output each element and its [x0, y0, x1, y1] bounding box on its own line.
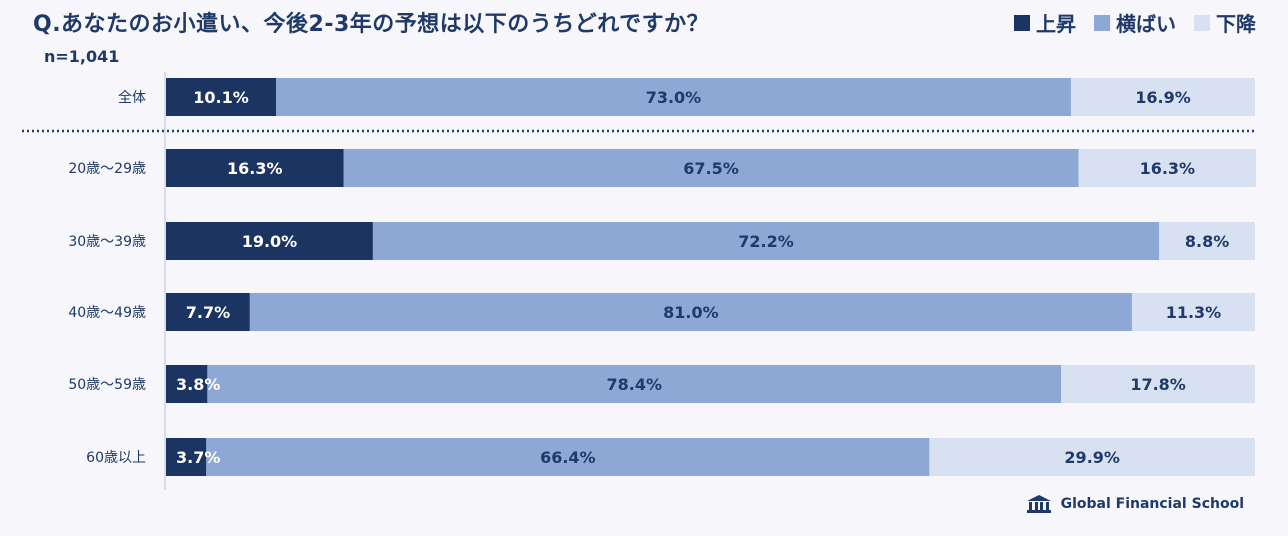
- legend-item-flat: 横ばい: [1094, 8, 1176, 37]
- legend-item-down: 下降: [1194, 8, 1256, 37]
- legend-swatch-flat: [1094, 14, 1110, 31]
- data-label: 29.9%: [1064, 448, 1120, 467]
- data-label: 10.1%: [193, 88, 249, 107]
- data-label: 3.7%: [176, 448, 220, 467]
- legend-label-up: 上昇: [1036, 12, 1076, 36]
- brand-name: Global Financial School: [1060, 496, 1244, 512]
- bar-segment-flat: [207, 365, 1062, 403]
- data-label: 81.0%: [663, 303, 719, 322]
- legend: 上昇 横ばい 下降: [1014, 8, 1256, 37]
- bar-segment-up: [166, 293, 250, 331]
- legend-item-up: 上昇: [1014, 8, 1076, 37]
- bar-segment-up: [166, 149, 344, 187]
- bar-segment-flat: [206, 438, 930, 476]
- data-label: 72.2%: [738, 232, 794, 251]
- sample-size: n=1,041: [44, 47, 120, 66]
- bar-segment-up: [166, 222, 373, 260]
- legend-label-down: 下降: [1216, 12, 1256, 36]
- data-label: 16.3%: [227, 159, 283, 178]
- bar-segment-flat: [275, 78, 1071, 116]
- legend-swatch-down: [1194, 14, 1210, 31]
- category-label: 60歳以上: [86, 450, 146, 466]
- bar-segment-down: [1131, 293, 1255, 331]
- bar-segment-flat: [343, 149, 1079, 187]
- data-label: 16.9%: [1135, 88, 1191, 107]
- data-label: 19.0%: [242, 232, 298, 251]
- bar-segment-down: [929, 438, 1255, 476]
- bar-segment-down: [1061, 365, 1255, 403]
- data-label: 67.5%: [683, 159, 739, 178]
- chart-title: Q.あなたのお小遣い、今後2-3年の予想は以下のうちどれですか？: [33, 12, 710, 37]
- legend-label-flat: 横ばい: [1116, 12, 1176, 36]
- category-label: 30歳～39歳: [68, 234, 146, 250]
- data-label: 3.8%: [176, 375, 220, 394]
- data-label: 7.7%: [186, 303, 230, 322]
- bar-segment-flat: [372, 222, 1160, 260]
- bar-segment-up: [166, 78, 276, 116]
- legend-swatch-up: [1014, 14, 1030, 31]
- data-label: 11.3%: [1166, 303, 1222, 322]
- bar-segment-down: [1159, 222, 1255, 260]
- bar-segment-down: [1070, 78, 1255, 116]
- category-label: 20歳～29歳: [68, 161, 146, 177]
- data-label: 73.0%: [646, 88, 702, 107]
- school-building-icon: [1026, 495, 1051, 513]
- bar-segment-flat: [249, 293, 1132, 331]
- bar-segment-up: [166, 365, 208, 403]
- data-label: 78.4%: [607, 375, 663, 394]
- bar-segment-up: [166, 438, 207, 476]
- data-label: 16.3%: [1140, 159, 1196, 178]
- data-label: 66.4%: [540, 448, 596, 467]
- category-label: 40歳～49歳: [68, 305, 146, 321]
- category-label: 全体: [118, 89, 146, 106]
- data-label: 17.8%: [1130, 375, 1186, 394]
- bar-segment-down: [1078, 149, 1257, 187]
- brand-logo: Global Financial School: [1025, 494, 1244, 514]
- category-label: 50歳～59歳: [68, 377, 146, 393]
- data-label: 8.8%: [1185, 232, 1229, 251]
